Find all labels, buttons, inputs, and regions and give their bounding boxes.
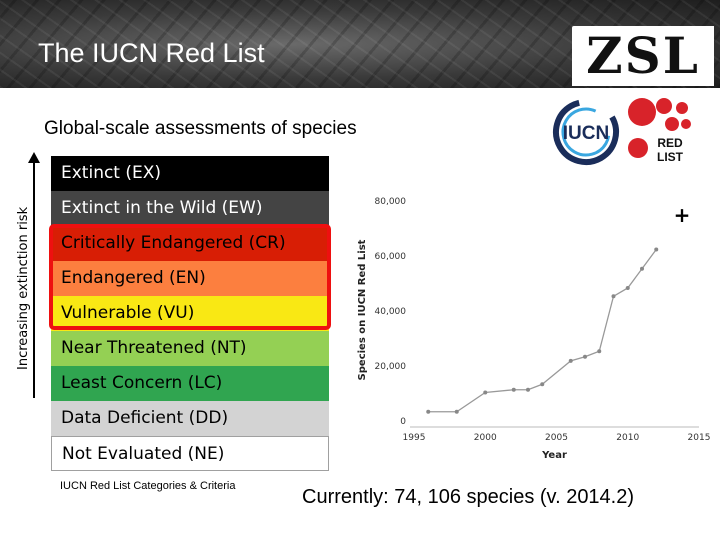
current-count-plus-marker: + <box>674 203 691 227</box>
chart-series-line <box>428 249 657 413</box>
chart-data-point <box>640 266 644 271</box>
chart-data-point <box>526 387 530 392</box>
chart-x-tick-label: 2005 <box>545 433 568 443</box>
red-list-logo-line1: RED <box>657 136 683 150</box>
iucn-logo: IUCN <box>553 99 619 165</box>
chart-x-axis-label: Year <box>541 450 567 461</box>
red-list-logo-line2: LIST <box>657 150 684 164</box>
subtitle: Global-scale assessments of species <box>44 118 357 139</box>
category-endangered: Endangered (EN) <box>51 261 329 296</box>
header-banner: The IUCN Red List ZSL <box>0 0 720 88</box>
category-extinct: Extinct (EX) <box>51 156 329 191</box>
chart-data-point <box>426 409 431 414</box>
chart-data-point <box>625 286 630 290</box>
chart-y-axis-label: Species on IUCN Red List <box>357 239 368 380</box>
chart-data-point <box>583 354 587 359</box>
chart-data-point <box>511 387 516 392</box>
chart-data-point <box>454 409 459 414</box>
category-least-concern: Least Concern (LC) <box>51 366 329 401</box>
chart-y-tick-label: 40,000 <box>375 307 407 317</box>
chart-y-tick-label: 80,000 <box>375 197 407 207</box>
species-count-chart: 0 20,000 40,000 60,000 80,000 1995 2000 2005 201… <box>357 197 711 461</box>
chart-x-tick-label: 2015 <box>688 433 711 443</box>
chart-data-point <box>568 358 573 363</box>
chart-x-tick-label: 1995 <box>403 433 426 443</box>
category-extinct-in-the-wild: Extinct in the Wild (EW) <box>51 191 329 226</box>
zsl-logo: ZSL <box>572 26 714 86</box>
current-species-count: Currently: 74, 106 species (v. 2014.2) <box>302 486 635 508</box>
chart-y-tick-label: 20,000 <box>375 362 407 372</box>
chart-y-tick-label: 60,000 <box>375 252 407 262</box>
red-list-logo: RED LIST <box>628 98 691 164</box>
category-not-evaluated: Not Evaluated (NE) <box>51 436 329 471</box>
iucn-logo-text: IUCN <box>563 123 609 144</box>
chart-data-point <box>540 382 545 387</box>
category-near-threatened: Near Threatened (NT) <box>51 331 329 366</box>
extinction-risk-arrow-icon <box>28 152 40 398</box>
category-vulnerable: Vulnerable (VU) <box>51 296 329 331</box>
zsl-logo-text: ZSL <box>586 26 700 85</box>
chart-x-tick-label: 2000 <box>474 433 497 443</box>
chart-data-point <box>654 247 659 252</box>
chart-x-tick-label: 2010 <box>616 433 639 443</box>
category-data-deficient: Data Deficient (DD) <box>51 401 329 436</box>
slide-title: The IUCN Red List <box>38 38 265 68</box>
category-critically-endangered: Critically Endangered (CR) <box>51 226 329 261</box>
chart-data-point <box>483 390 488 395</box>
chart-y-tick-label: 0 <box>400 417 406 427</box>
criteria-caption: IUCN Red List Categories & Criteria <box>60 480 236 492</box>
chart-data-point <box>597 349 602 354</box>
chart-data-point <box>611 294 616 299</box>
